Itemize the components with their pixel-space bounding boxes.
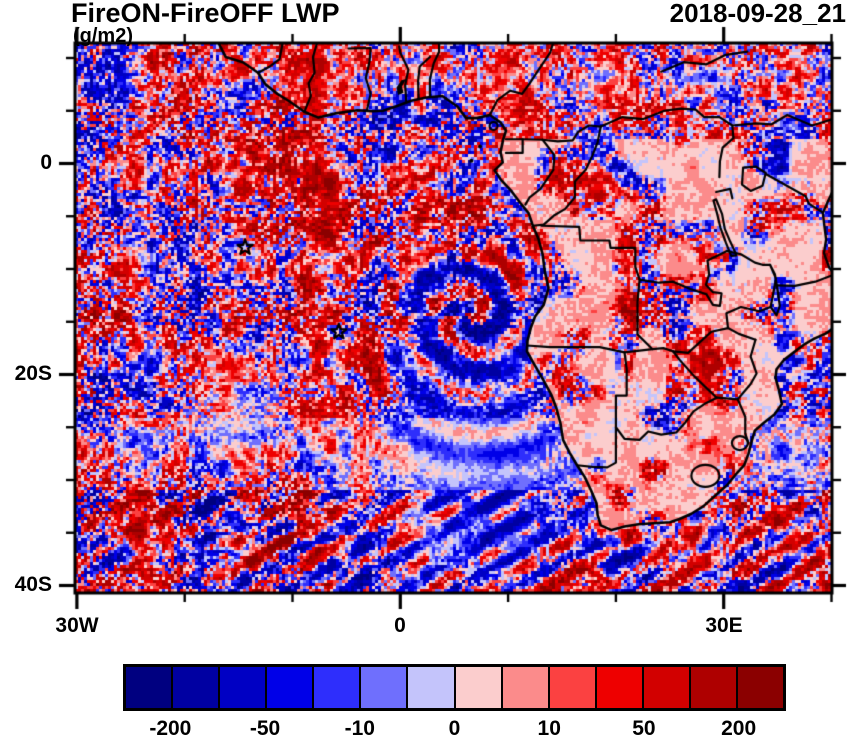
colorbar-cell-12 xyxy=(688,667,737,708)
colorbar-cell-4 xyxy=(312,667,360,708)
y-tick-label-0: 0 xyxy=(40,151,52,174)
colorbar-tick-label: -10 xyxy=(344,717,375,740)
plot-date: 2018-09-28_21 xyxy=(669,0,846,28)
y-tick-label-40s: 40S xyxy=(14,573,52,596)
colorbar-cell-10 xyxy=(594,667,642,708)
colorbar-cell-6 xyxy=(406,667,454,708)
colorbar-tick-label: -200 xyxy=(149,717,192,740)
x-tick-label-0: 0 xyxy=(394,614,406,637)
colorbar-cell-2 xyxy=(218,667,266,708)
colorbar-cell-9 xyxy=(547,667,595,708)
y-tick-label-20s: 20S xyxy=(14,362,52,385)
colorbar-cell-0 xyxy=(126,667,172,708)
colorbar-cell-5 xyxy=(359,667,407,708)
colorbar-cell-3 xyxy=(265,667,313,708)
plot-title: FireON-FireOFF LWP xyxy=(71,0,340,28)
x-tick-label-30e: 30E xyxy=(705,614,743,637)
plot-units: (g/m2) xyxy=(73,25,133,47)
map-canvas xyxy=(0,0,850,660)
colorbar-cell-1 xyxy=(171,667,219,708)
colorbar-cell-8 xyxy=(500,667,548,708)
colorbar-cell-13 xyxy=(736,667,784,708)
colorbar-tick-label: 200 xyxy=(721,717,757,740)
colorbar-tick-label: 10 xyxy=(537,717,561,740)
colorbar-cell-11 xyxy=(641,667,689,708)
colorbar-tick-label: 50 xyxy=(632,717,656,740)
colorbar-tick-label: 0 xyxy=(448,717,461,740)
colorbar-tick-label: -50 xyxy=(249,717,281,740)
colorbar xyxy=(123,664,786,711)
colorbar-cell-7 xyxy=(453,667,501,708)
x-tick-label-30w: 30W xyxy=(55,614,99,637)
